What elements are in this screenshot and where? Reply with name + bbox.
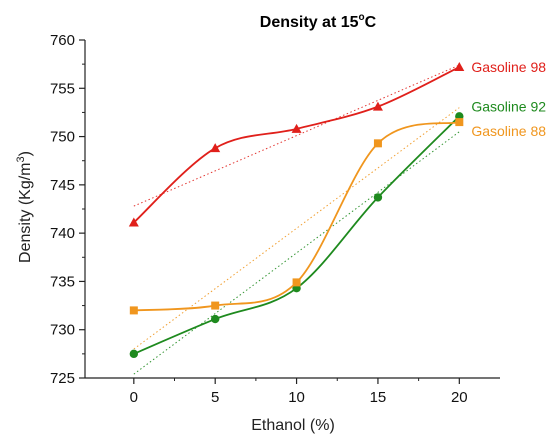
- point-gasoline-88-10: [292, 278, 301, 287]
- y-axis-label: Density (Kg/m3): [15, 151, 34, 263]
- point-gasoline-92-15: [373, 193, 383, 202]
- plot-area: 725 730 735 740 745 750 755 760 0 5 10 15 20 Gasoline…: [50, 32, 546, 406]
- trendline-gasoline-88: [133, 107, 460, 350]
- y-tick-label-745: 745: [50, 177, 75, 194]
- y-tick-label-755: 755: [50, 80, 75, 97]
- y-tick-label-725: 725: [50, 370, 75, 387]
- x-tick-label-15: 15: [370, 389, 387, 406]
- chart-title-degree: o: [359, 12, 365, 23]
- series-label-gasoline-98: Gasoline 98: [471, 59, 546, 75]
- x-tick-label-20: 20: [451, 389, 468, 406]
- x-axis-label: Ethanol (%): [251, 417, 335, 434]
- series-line-gasoline-92: [133, 115, 460, 355]
- y-tick-label-750: 750: [50, 129, 75, 146]
- series-label-gasoline-92: Gasoline 92: [471, 98, 546, 114]
- series-line-gasoline-98: [133, 66, 460, 224]
- chart-title: Density at 15oC: [260, 12, 377, 31]
- y-tick-label-735: 735: [50, 273, 75, 290]
- x-tick-label-10: 10: [288, 389, 305, 406]
- point-gasoline-98-5: [210, 143, 221, 153]
- point-gasoline-88-0: [129, 306, 138, 315]
- point-gasoline-98-0: [128, 217, 139, 227]
- x-tick-label-5: 5: [211, 389, 219, 406]
- y-axis-label-close: ): [17, 151, 34, 156]
- y-axis-label-superscript: 3: [15, 156, 27, 162]
- y-tick-label-740: 740: [50, 225, 75, 242]
- y-tick-label-760: 760: [50, 32, 75, 49]
- chart-title-text: Density at 15: [260, 14, 359, 31]
- y-tick-label-730: 730: [50, 322, 75, 339]
- point-gasoline-98-15: [372, 101, 383, 111]
- point-gasoline-92-0: [129, 349, 139, 359]
- trendline-gasoline-98: [133, 64, 460, 207]
- series-label-gasoline-88: Gasoline 88: [471, 123, 546, 139]
- point-gasoline-88-15: [373, 139, 382, 148]
- x-tick-label-0: 0: [130, 389, 138, 406]
- point-gasoline-88-5: [211, 301, 220, 310]
- y-axis-label-text: Density (Kg/m: [17, 162, 34, 262]
- chart-title-unit: C: [365, 14, 377, 31]
- point-gasoline-98-20: [454, 62, 465, 72]
- point-gasoline-92-5: [210, 314, 220, 324]
- trendline-gasoline-92: [133, 131, 460, 375]
- point-gasoline-88-20: [455, 118, 464, 127]
- point-gasoline-98-10: [291, 123, 302, 133]
